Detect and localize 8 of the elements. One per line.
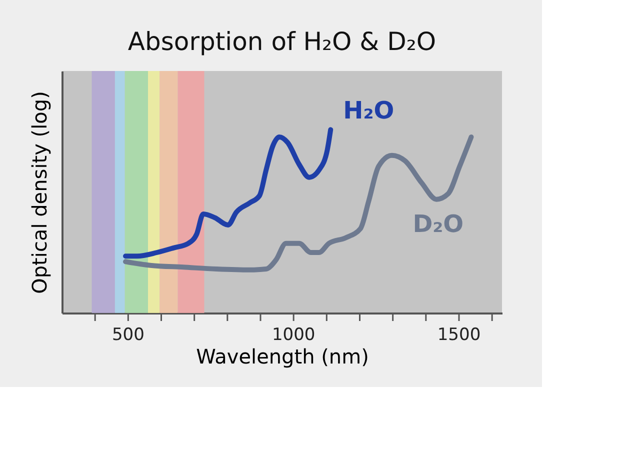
y-axis-title: Optical density (log) <box>28 91 52 294</box>
x-tick-label: 1000 <box>272 325 316 345</box>
chart-title: Absorption of H₂O & D₂O <box>128 27 436 56</box>
x-tick-label: 1500 <box>437 325 481 345</box>
x-axis-title: Wavelength (nm) <box>196 344 369 368</box>
series-label: D₂O <box>412 210 464 238</box>
x-tick-label: 500 <box>112 325 144 345</box>
series-label: H₂O <box>343 96 394 124</box>
